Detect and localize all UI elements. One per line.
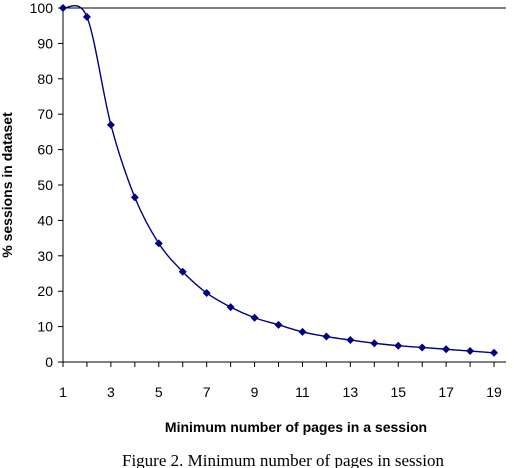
y-tick-label: 0: [45, 354, 53, 370]
data-point-marker: [346, 336, 355, 345]
data-point-marker: [106, 120, 115, 129]
data-point-marker: [250, 313, 259, 322]
data-point-marker: [394, 341, 403, 350]
x-axis-ticks: 1 3 5 7 9 11 13 15 17 19: [59, 362, 502, 400]
y-tick-label: 40: [37, 212, 53, 228]
y-tick-label: 90: [37, 35, 53, 51]
data-point-marker: [466, 347, 475, 356]
y-tick-label: 30: [37, 248, 53, 264]
data-point-marker: [370, 339, 379, 348]
data-point-marker: [418, 343, 427, 352]
x-tick-label: 17: [438, 384, 454, 400]
data-point-marker: [226, 303, 235, 312]
y-tick-label: 100: [30, 0, 54, 16]
data-point-marker: [490, 348, 499, 357]
y-tick-label: 50: [37, 177, 53, 193]
x-tick-label: 1: [59, 384, 67, 400]
x-tick-label: 7: [203, 384, 211, 400]
y-axis-ticks: 0 10 20 30 40 50 60 70 80 90 100: [30, 0, 63, 370]
data-point-marker: [130, 193, 139, 202]
y-tick-label: 70: [37, 106, 53, 122]
x-tick-label: 9: [251, 384, 259, 400]
data-point-marker: [59, 4, 67, 12]
data-point-marker: [274, 320, 283, 329]
y-tick-label: 10: [37, 319, 53, 335]
x-tick-label: 5: [155, 384, 163, 400]
series-line: [62, 4, 495, 354]
data-point-marker: [202, 288, 211, 297]
x-tick-label: 13: [343, 384, 359, 400]
data-point-marker: [442, 345, 451, 354]
series-layer: [59, 4, 499, 357]
y-tick-label: 20: [37, 283, 53, 299]
data-point-marker: [82, 12, 91, 21]
data-point-marker: [178, 267, 187, 276]
y-tick-label: 80: [37, 71, 53, 87]
x-axis-label: Minimum number of pages in a session: [165, 419, 427, 435]
y-tick-label: 60: [37, 142, 53, 158]
data-point-marker: [298, 327, 307, 336]
x-tick-label: 19: [486, 384, 502, 400]
data-point-marker: [322, 332, 331, 341]
x-tick-label: 11: [295, 384, 310, 400]
y-axis-label: % sessions in dataset: [0, 112, 15, 258]
x-tick-label: 15: [390, 384, 406, 400]
figure-caption: Figure 2. Minimum number of pages in ses…: [122, 451, 445, 468]
data-point-marker: [154, 239, 163, 248]
x-tick-label: 3: [107, 384, 115, 400]
